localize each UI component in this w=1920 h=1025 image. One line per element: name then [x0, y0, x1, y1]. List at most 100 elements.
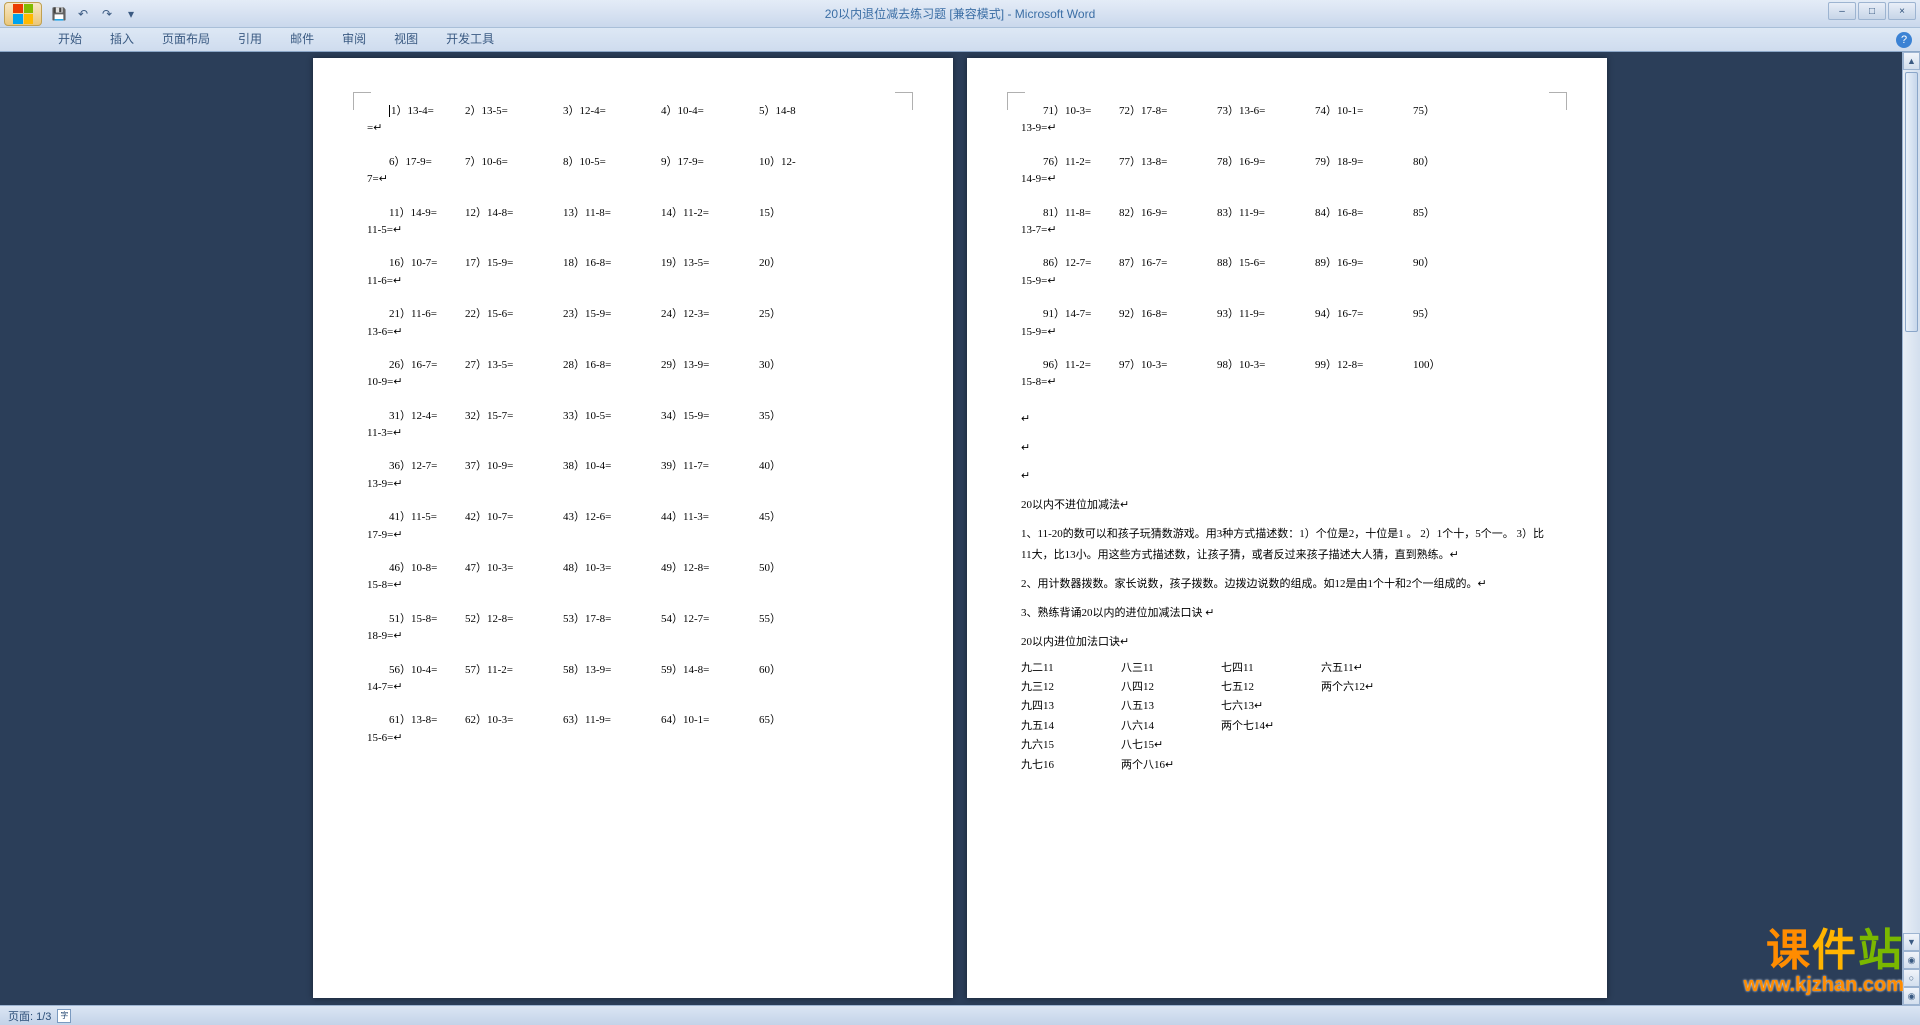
tab-review[interactable]: 审阅	[328, 26, 380, 51]
status-bar: 页面: 1/3 字	[0, 1005, 1920, 1025]
mnemonic-item: 两个六12↵	[1321, 680, 1381, 695]
quick-access-toolbar: 💾 ↶ ↷ ▾	[50, 5, 140, 23]
heading: 20以内不进位加减法↵	[1021, 495, 1553, 516]
prev-page-icon[interactable]: ◉	[1903, 951, 1920, 969]
problem-cell: 58）13-9=	[563, 663, 661, 678]
tab-developer[interactable]: 开发工具	[432, 26, 508, 51]
problem-cell: 72）17-8=	[1119, 104, 1217, 119]
mnemonic-item: 九七16	[1021, 758, 1081, 773]
problem-cell: 45）	[759, 510, 857, 525]
problem-cell: 43）12-6=	[563, 510, 661, 525]
tab-references[interactable]: 引用	[224, 26, 276, 51]
close-button[interactable]: ×	[1888, 2, 1916, 20]
page-1[interactable]: 1）13-4=2）13-5=3）12-4=4）10-4=5）14-8=↵6）17…	[313, 58, 953, 998]
problem-cell: 80）	[1413, 155, 1511, 170]
mnemonic-item: 八三11	[1121, 661, 1181, 676]
ribbon-tabs: 开始 插入 页面布局 引用 邮件 审阅 视图 开发工具 ?	[0, 28, 1920, 52]
qat-dropdown-icon[interactable]: ▾	[122, 5, 140, 23]
page-2-content: 71）10-3=72）17-8=73）13-6=74）10-1=75）13-9=…	[1021, 104, 1553, 773]
mnemonic-item: 七五12	[1221, 680, 1281, 695]
browse-object-icon[interactable]: ○	[1903, 969, 1920, 987]
problem-cell: 8）10-5=	[563, 155, 661, 170]
problem-cell: 56）10-4=	[367, 663, 465, 678]
problem-cell: 14）11-2=	[661, 206, 759, 221]
tab-mailings[interactable]: 邮件	[276, 26, 328, 51]
margin-corner-icon	[353, 92, 371, 110]
problem-cell: 10）12-	[759, 155, 857, 170]
problem-cell: 39）11-7=	[661, 459, 759, 474]
help-icon[interactable]: ?	[1896, 32, 1912, 48]
problem-cell: 86）12-7=	[1021, 256, 1119, 271]
problem-cell: 78）16-9=	[1217, 155, 1315, 170]
page-1-content: 1）13-4=2）13-5=3）12-4=4）10-4=5）14-8=↵6）17…	[367, 104, 899, 746]
problem-cell: 88）15-6=	[1217, 256, 1315, 271]
paragraph-mark: ↵	[1021, 438, 1553, 459]
window-controls: – □ ×	[1828, 2, 1916, 20]
problem-cell: 59）14-8=	[661, 663, 759, 678]
mnemonic-item: 九四13	[1021, 699, 1081, 714]
undo-icon[interactable]: ↶	[74, 5, 92, 23]
tab-view[interactable]: 视图	[380, 26, 432, 51]
problem-cell: 73）13-6=	[1217, 104, 1315, 119]
problem-cell: 15）	[759, 206, 857, 221]
problem-continuation: =↵	[367, 121, 899, 136]
problem-cell: 57）11-2=	[465, 663, 563, 678]
page-indicator[interactable]: 页面: 1/3	[8, 1008, 51, 1024]
problem-cell: 46）10-8=	[367, 561, 465, 576]
problem-cell: 35）	[759, 409, 857, 424]
mnemonic-row: 九六15八七15↵	[1021, 738, 1553, 753]
problem-cell: 44）11-3=	[661, 510, 759, 525]
save-icon[interactable]: 💾	[50, 5, 68, 23]
problem-cell: 6）17-9=	[367, 155, 465, 170]
tab-insert[interactable]: 插入	[96, 26, 148, 51]
page-2[interactable]: 71）10-3=72）17-8=73）13-6=74）10-1=75）13-9=…	[967, 58, 1607, 998]
vertical-scrollbar[interactable]: ▲ ▼ ◉ ○ ◉	[1902, 52, 1920, 1005]
problem-cell: 97）10-3=	[1119, 358, 1217, 373]
mnemonic-item: 两个八16↵	[1121, 758, 1181, 773]
problem-cell: 16）10-7=	[367, 256, 465, 271]
problem-cell: 26）16-7=	[367, 358, 465, 373]
language-icon[interactable]: 字	[57, 1009, 71, 1023]
next-page-icon[interactable]: ◉	[1903, 987, 1920, 1005]
redo-icon[interactable]: ↷	[98, 5, 116, 23]
scroll-up-icon[interactable]: ▲	[1903, 52, 1920, 70]
problem-cell: 91）14-7=	[1021, 307, 1119, 322]
problem-cell: 83）11-9=	[1217, 206, 1315, 221]
paragraph-mark: ↵	[1021, 409, 1553, 430]
mnemonic-item: 九三12	[1021, 680, 1081, 695]
problem-cell: 54）12-7=	[661, 612, 759, 627]
mnemonic-row: 九四13八五13七六13↵	[1021, 699, 1553, 714]
problem-cell: 93）11-9=	[1217, 307, 1315, 322]
problem-cell: 4）10-4=	[661, 104, 759, 119]
tab-layout[interactable]: 页面布局	[148, 26, 224, 51]
problem-cell: 29）13-9=	[661, 358, 759, 373]
problem-cell: 49）12-8=	[661, 561, 759, 576]
problem-cell: 40）	[759, 459, 857, 474]
problem-cell: 24）12-3=	[661, 307, 759, 322]
problem-continuation: 15-6=↵	[367, 731, 899, 746]
problem-cell: 90）	[1413, 256, 1511, 271]
maximize-button[interactable]: □	[1858, 2, 1886, 20]
problem-continuation: 14-7=↵	[367, 680, 899, 695]
mnemonic-item: 七四11	[1221, 661, 1281, 676]
problem-continuation: 17-9=↵	[367, 528, 899, 543]
problem-cell: 34）15-9=	[661, 409, 759, 424]
problem-cell: 42）10-7=	[465, 510, 563, 525]
minimize-button[interactable]: –	[1828, 2, 1856, 20]
problem-cell: 3）12-4=	[563, 104, 661, 119]
problem-cell: 55）	[759, 612, 857, 627]
scroll-thumb[interactable]	[1905, 72, 1918, 332]
office-button[interactable]	[4, 2, 42, 26]
problem-cell: 53）17-8=	[563, 612, 661, 627]
problem-cell: 71）10-3=	[1021, 104, 1119, 119]
paragraph: 2、用计数器拨数。家长说数，孩子拨数。边拨边说数的组成。如12是由1个十和2个一…	[1021, 574, 1553, 595]
scroll-down-icon[interactable]: ▼	[1903, 933, 1920, 951]
paragraph: 1、11-20的数可以和孩子玩猜数游戏。用3种方式描述数：1）个位是2，十位是1…	[1021, 524, 1553, 566]
mnemonic-item: 七六13↵	[1221, 699, 1281, 714]
problem-continuation: 15-9=↵	[1021, 325, 1553, 340]
problem-cell: 30）	[759, 358, 857, 373]
problem-cell: 21）11-6=	[367, 307, 465, 322]
title-bar: 💾 ↶ ↷ ▾ 20以内退位减去练习题 [兼容模式] - Microsoft W…	[0, 0, 1920, 28]
tab-home[interactable]: 开始	[44, 26, 96, 51]
problem-cell: 60）	[759, 663, 857, 678]
